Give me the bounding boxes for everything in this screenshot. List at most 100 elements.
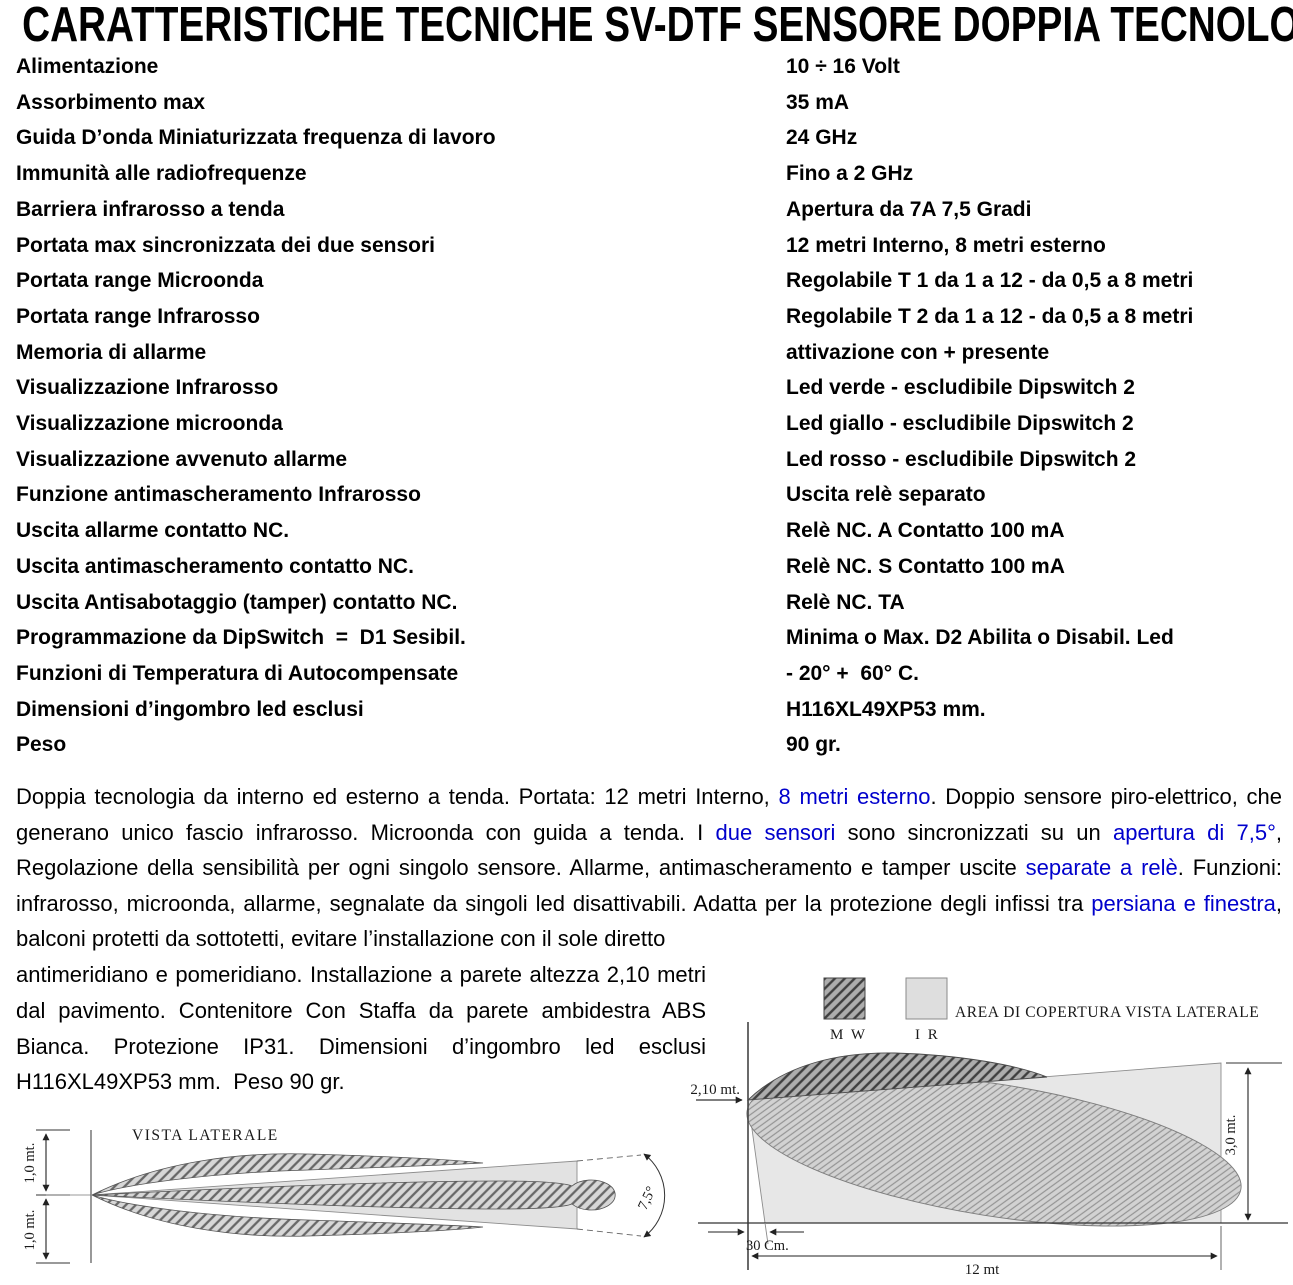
spec-value: Led giallo - escludibile Dipswitch 2 — [786, 412, 1134, 436]
spec-row: Assorbimento max 35 mA — [0, 85, 1293, 121]
spec-value: 35 mA — [786, 90, 850, 114]
height-dim-label: 3,0 mt. — [1223, 1115, 1239, 1156]
page-title: CARATTERISTICHE TECNICHE SV-DTF SENSORE … — [22, 0, 1293, 52]
spec-row: Uscita Antisabotaggio (tamper) contatto … — [0, 585, 1293, 621]
spec-label: Alimentazione — [16, 55, 159, 78]
angle-arc — [643, 1153, 666, 1238]
mw-upper-lobe — [746, 1052, 1048, 1101]
highlighted-text: persiana e finestra — [1091, 890, 1276, 916]
spec-row: Portata range Infrarosso Regolabile T 2 d… — [0, 299, 1293, 335]
spec-label: Portata max sincronizzata dei due sensor… — [16, 233, 435, 257]
spec-row: Portata range Microonda Regolabile T 1 da… — [0, 263, 1293, 299]
spec-value: Apertura da 7A 7,5 Gradi — [786, 197, 1032, 221]
spec-row: Visualizzazione Infrarosso Led verde - es… — [0, 370, 1293, 406]
dim-upper-label: 1,0 mt. — [22, 1143, 38, 1184]
spec-row: Barriera infrarosso a tenda Apertura da 7… — [0, 192, 1293, 228]
spec-row: Alimentazione 10 ÷ 16 Volt — [0, 49, 1293, 85]
spec-value: Regolabile T 1 da 1 a 12 - da 0,5 a 8 me… — [786, 269, 1194, 293]
legend-ir-label: I R — [915, 1027, 940, 1043]
spec-label: Visualizzazione Infrarosso — [16, 376, 279, 400]
mw-lobe-center — [91, 1179, 616, 1211]
spec-label: Dimensioni d’ingombro led esclusi — [16, 697, 364, 721]
spec-row: Uscita allarme contatto NC. Relè NC. A Co… — [0, 513, 1293, 549]
diagram-side-view: VISTA LATERALE 1,0 mt. 1,0 mt. 7,5° — [22, 1127, 666, 1264]
spec-value: Relè NC. TA — [786, 590, 905, 614]
spec-label: Uscita Antisabotaggio (tamper) contatto … — [16, 590, 458, 614]
highlighted-text: due sensori — [715, 819, 836, 845]
spec-label: Portata range Microonda — [16, 269, 264, 293]
body-text: . Funzioni: infrarosso, microonda, allar… — [16, 855, 1282, 916]
body-text: , balconi protetti da sottotetti, evitar… — [16, 890, 1283, 952]
spec-label: Guida D’onda Miniaturizzata frequenza di… — [16, 126, 496, 150]
spec-label: Uscita allarme contatto NC. — [16, 519, 290, 543]
spec-label: Assorbimento max — [16, 90, 206, 114]
angle-dash-bottom — [576, 1228, 642, 1237]
spec-value: Relè NC. S Contatto 100 mA — [786, 554, 1065, 578]
spec-label: Portata range Infrarosso — [16, 304, 260, 328]
spec-table: Alimentazione 10 ÷ 16 Volt Assorbimento ma… — [0, 49, 1293, 763]
description-paragraph: Doppia tecnologia da interno ed esterno … — [16, 779, 1282, 957]
spec-value: attivazione con + presente — [786, 340, 1050, 364]
mw-lobe-upper — [91, 1153, 484, 1196]
mw-main-lobe — [746, 1073, 1242, 1227]
spec-label: Uscita antimascheramento contatto NC. — [16, 554, 414, 578]
spec-value: Minima o Max. D2 Abilita o Disabil. Led — [786, 626, 1174, 650]
spec-value: Uscita relè separato — [786, 483, 986, 507]
spec-label: Immunità alle radiofrequenze — [16, 162, 307, 186]
diagram-coverage-lateral: M W I R AREA DI COPERTURA VISTA LATERALE… — [690, 977, 1288, 1278]
spec-row: Guida D’onda Miniaturizzata frequenza di… — [0, 120, 1293, 156]
spec-label: Barriera infrarosso a tenda — [16, 197, 285, 221]
spec-row: Visualizzazione microonda Led giallo - es… — [0, 406, 1293, 442]
side-view-title: VISTA LATERALE — [132, 1127, 279, 1144]
spec-row: Immunità alle radiofrequenze Fino a 2 GHz — [0, 156, 1293, 192]
spec-value: Relè NC. A Contatto 100 mA — [786, 519, 1065, 543]
spec-row: Portata max sincronizzata dei due sensor… — [0, 228, 1293, 264]
spec-value: 90 gr. — [786, 733, 841, 757]
body-text: Doppia tecnologia da interno ed esterno … — [16, 784, 779, 810]
spec-value: Led verde - escludibile Dipswitch 2 — [786, 376, 1135, 400]
spec-row: Memoria di allarme attivazione con + pres… — [0, 335, 1293, 371]
body-text: sono sincronizzati su un — [835, 819, 1113, 845]
highlighted-text: 8 metri esterno — [778, 784, 931, 810]
highlighted-text: separate a relè — [1025, 855, 1178, 881]
spec-value: 12 metri Interno, 8 metri esterno — [786, 233, 1106, 257]
mw-lobe-lower — [91, 1194, 484, 1237]
spec-row: Funzione antimascheramento Infrarosso Usc… — [0, 477, 1293, 513]
legend-title: AREA DI COPERTURA VISTA LATERALE — [955, 1004, 1259, 1021]
angle-label: 7,5° — [635, 1184, 660, 1213]
spec-row: Funzioni di Temperatura di Autocompensat… — [0, 656, 1293, 692]
spec-label: Memoria di allarme — [16, 340, 207, 364]
spec-value: 10 ÷ 16 Volt — [786, 55, 900, 78]
spec-value: H116XL49XP53 mm. — [786, 697, 986, 721]
mount-height-label: 2,10 mt. — [690, 1082, 740, 1098]
dim-ticks — [36, 1129, 70, 1264]
legend-mw-label: M W — [830, 1027, 867, 1043]
angle-dash-top — [576, 1154, 642, 1162]
spec-value: Regolabile T 2 da 1 a 12 - da 0,5 a 8 me… — [786, 304, 1194, 328]
dim-lower-label: 1,0 mt. — [22, 1210, 38, 1251]
body-text: . Doppio sensore piro-elettrico, che gen… — [16, 784, 1282, 845]
spec-value: Led rosso - escludibile Dipswitch 2 — [786, 447, 1137, 471]
spec-value: - 20° + 60° C. — [786, 661, 919, 685]
body-text: antimeridiano e pomeridiano. Installazio… — [16, 962, 706, 1095]
spec-label: Funzione antimascheramento Infrarosso — [16, 483, 421, 507]
spec-row: Visualizzazione avvenuto allarme Led ross… — [0, 442, 1293, 478]
spec-label: Visualizzazione avvenuto allarme — [16, 447, 348, 471]
offset-label: 30 Cm. — [746, 1238, 789, 1254]
spec-label: Programmazione da DipSwitch = D1 Sesibil… — [16, 626, 466, 650]
body-text: , Regolazione della sensibilità per ogni… — [16, 819, 1282, 881]
spec-value: 24 GHz — [786, 126, 858, 150]
spec-value: Fino a 2 GHz — [786, 162, 914, 186]
legend-ir-swatch — [905, 977, 948, 1020]
description-continuation: antimeridiano e pomeridiano. Installazio… — [16, 957, 706, 1100]
ir-near-edge-ext — [764, 1222, 769, 1245]
spec-label: Peso — [16, 733, 67, 757]
spec-row: Uscita antimascheramento contatto NC. Rel… — [0, 549, 1293, 585]
spec-row: Dimensioni d’ingombro led esclusi H116XL4… — [0, 692, 1293, 728]
spec-label: Funzioni di Temperatura di Autocompensat… — [16, 661, 459, 685]
highlighted-text: apertura di 7,5° — [1112, 819, 1276, 845]
spec-row: Peso 90 gr. — [0, 727, 1293, 763]
spec-label: Visualizzazione microonda — [16, 412, 283, 436]
legend-mw-swatch — [823, 977, 866, 1020]
